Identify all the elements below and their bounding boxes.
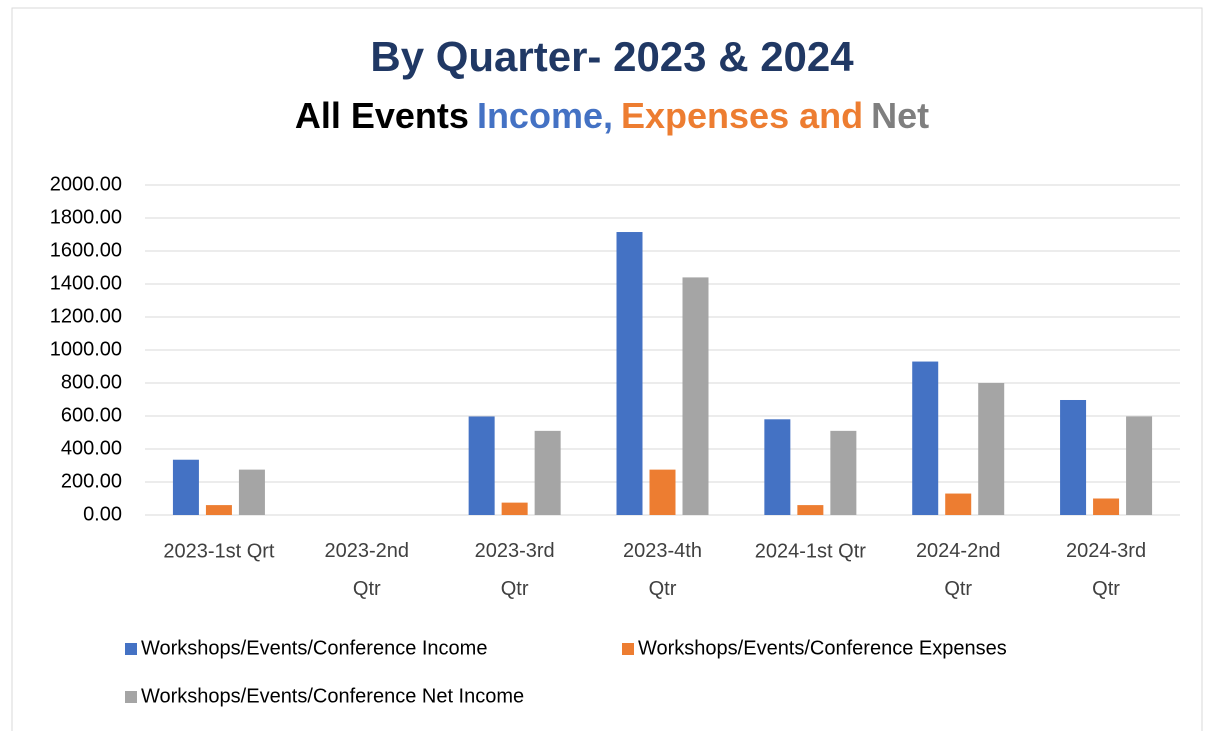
x-tick-label: 2023-2nd Qtr (325, 540, 410, 600)
chart-subtitle: All Events Income, Expenses and Net (295, 95, 929, 136)
y-tick-label: 0.00 (83, 503, 122, 525)
legend-swatch (125, 691, 137, 703)
y-tick-label: 600.00 (61, 404, 122, 426)
x-tick-label: 2023-4th Qtr (623, 540, 702, 600)
x-tick-label: 2024-1st Qtr (755, 540, 867, 562)
bar (205, 505, 232, 515)
y-tick-label: 1600.00 (50, 239, 122, 261)
y-tick-label: 400.00 (61, 437, 122, 459)
bar (534, 430, 561, 515)
bar (682, 277, 709, 515)
x-tick-label: 2023-1st Qrt (163, 540, 275, 562)
bar (764, 419, 791, 515)
legend-swatch (125, 643, 137, 655)
bar (468, 416, 495, 515)
legend-label: Workshops/Events/Conference Net Income (141, 685, 524, 707)
y-tick-label: 1000.00 (50, 338, 122, 360)
subtitle-part: Income, (477, 95, 613, 136)
y-tick-label: 1200.00 (50, 305, 122, 327)
bar (616, 232, 643, 515)
y-tick-label: 1800.00 (50, 206, 122, 228)
chart-title: By Quarter- 2023 & 2024 (370, 33, 854, 80)
bar (945, 493, 972, 515)
bar (830, 430, 857, 515)
bar (172, 459, 199, 515)
y-tick-label: 200.00 (61, 470, 122, 492)
bar (912, 361, 939, 515)
bar (238, 469, 265, 515)
bar (501, 502, 528, 515)
chart-frame (11, 7, 1203, 731)
subtitle-part: Expenses and (621, 95, 863, 136)
legend-label: Workshops/Events/Conference Expenses (638, 637, 1007, 659)
bar (797, 505, 824, 515)
subtitle-part: Net (871, 95, 929, 136)
bar (1093, 498, 1120, 515)
bar (978, 383, 1005, 515)
bar (649, 469, 676, 515)
x-tick-label: 2024-3rd Qtr (1066, 540, 1146, 600)
x-tick-label: 2023-3rd Qtr (475, 540, 555, 600)
bar (1126, 416, 1153, 515)
legend-label: Workshops/Events/Conference Income (141, 637, 487, 659)
legend-swatch (622, 643, 634, 655)
x-tick-label: 2024-2nd Qtr (916, 540, 1001, 600)
subtitle-part: All Events (295, 95, 469, 136)
bar (1060, 399, 1087, 515)
y-tick-label: 800.00 (61, 371, 122, 393)
y-tick-label: 2000.00 (50, 173, 122, 195)
y-tick-label: 1400.00 (50, 272, 122, 294)
